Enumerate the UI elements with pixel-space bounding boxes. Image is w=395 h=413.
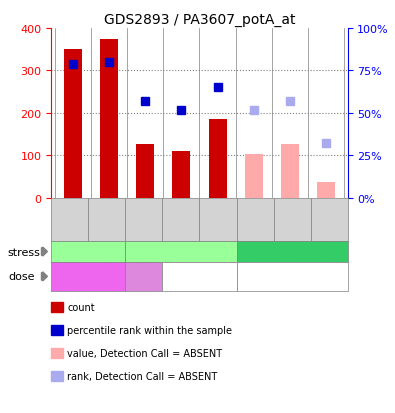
- Text: anoxia: anoxia: [274, 247, 310, 257]
- Text: value, Detection Call = ABSENT: value, Detection Call = ABSENT: [67, 348, 222, 358]
- Bar: [172, 152, 190, 198]
- Text: count: count: [67, 303, 95, 313]
- Bar: [317, 183, 335, 198]
- Bar: [281, 145, 299, 198]
- Bar: [100, 40, 118, 198]
- Text: control: control: [69, 247, 108, 257]
- Bar: [209, 120, 227, 198]
- Bar: [136, 145, 154, 198]
- Bar: [245, 154, 263, 198]
- Text: 0 pct oxygen +
100 mM nitrate: 0 pct oxygen + 100 mM nitrate: [257, 267, 327, 286]
- Text: stress: stress: [8, 247, 41, 257]
- Text: percentile rank within the sample: percentile rank within the sample: [67, 325, 232, 335]
- Text: dose: dose: [8, 272, 34, 282]
- Bar: [64, 50, 82, 198]
- Text: hypoxia: hypoxia: [159, 247, 203, 257]
- Text: 0.4 pct oxygen: 0.4 pct oxygen: [110, 272, 178, 281]
- Text: rank, Detection Call = ABSENT: rank, Detection Call = ABSENT: [67, 371, 217, 381]
- Title: GDS2893 / PA3607_potA_at: GDS2893 / PA3607_potA_at: [104, 12, 295, 26]
- Text: 2 pct oxygen: 2 pct oxygen: [170, 272, 229, 281]
- Text: 20 pct oxygen: 20 pct oxygen: [56, 272, 121, 281]
